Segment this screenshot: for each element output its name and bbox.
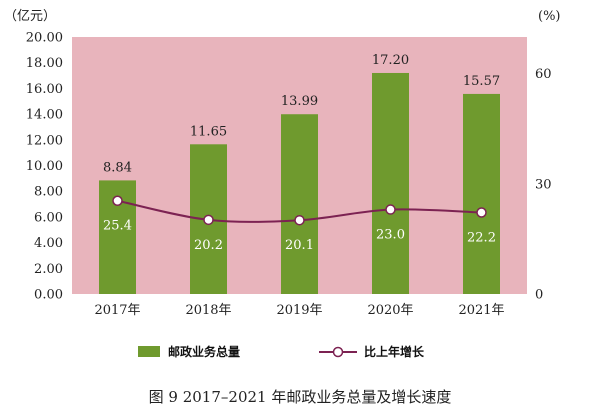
growth-value-label-2: 20.1 — [285, 238, 314, 253]
chart: 8.84 11.65 13.99 17.20 15.57 25.4 20.2 20.1 23.… — [4, 9, 561, 359]
growth-point-3 — [385, 204, 396, 215]
bar-value-label-3: 17.20 — [372, 53, 409, 68]
growth-value-label-4: 22.2 — [467, 230, 496, 245]
right-tick-label: 60 — [535, 67, 552, 82]
legend: 邮政业务总量 比上年增长 — [138, 344, 425, 359]
legend-bar-swatch — [138, 346, 160, 357]
growth-point-4 — [476, 207, 487, 218]
left-tick-label: 18.00 — [26, 56, 63, 71]
left-tick-label: 16.00 — [26, 82, 63, 97]
left-tick-label: 6.00 — [34, 210, 63, 225]
bar-value-label-4: 15.57 — [463, 74, 500, 89]
left-tick-label: 4.00 — [34, 236, 63, 251]
legend-line-label: 比上年增长 — [364, 344, 425, 359]
bar-3 — [372, 72, 409, 294]
left-tick-label: 14.00 — [26, 108, 63, 123]
growth-point-1 — [203, 214, 214, 226]
growth-point-2 — [294, 214, 305, 226]
right-tick-label: 30 — [535, 177, 552, 192]
left-tick-label: 12.00 — [26, 133, 63, 148]
x-tick-label: 2018年 — [185, 303, 231, 318]
x-tick-label: 2017年 — [94, 303, 140, 318]
bar-value-label-2: 13.99 — [281, 94, 318, 109]
growth-point-0 — [112, 195, 123, 206]
figure-caption: 图 9 2017–2021 年邮政业务总量及增长速度 — [148, 388, 452, 406]
right-tick-label: 0 — [535, 288, 543, 303]
left-tick-label: 8.00 — [34, 185, 63, 200]
legend-line-marker — [332, 346, 344, 358]
growth-value-label-3: 23.0 — [376, 228, 405, 243]
left-tick-label: 10.00 — [26, 159, 63, 174]
left-axis-unit: （亿元） — [4, 9, 56, 24]
right-axis-unit: (%) — [538, 9, 561, 24]
x-tick-label: 2019年 — [276, 303, 322, 318]
bar-2 — [281, 114, 318, 294]
bar-4 — [463, 93, 500, 294]
left-tick-label: 20.00 — [26, 31, 63, 46]
left-tick-label: 2.00 — [34, 262, 63, 277]
x-tick-label: 2021年 — [458, 303, 504, 318]
left-tick-label: 0.00 — [34, 288, 63, 303]
bar-value-label-1: 11.65 — [190, 124, 227, 139]
growth-value-label-1: 20.2 — [194, 238, 223, 253]
legend-bar-label: 邮政业务总量 — [168, 344, 240, 359]
bar-value-label-0: 8.84 — [103, 160, 132, 175]
x-tick-label: 2020年 — [367, 303, 413, 318]
growth-value-label-0: 25.4 — [103, 219, 132, 234]
